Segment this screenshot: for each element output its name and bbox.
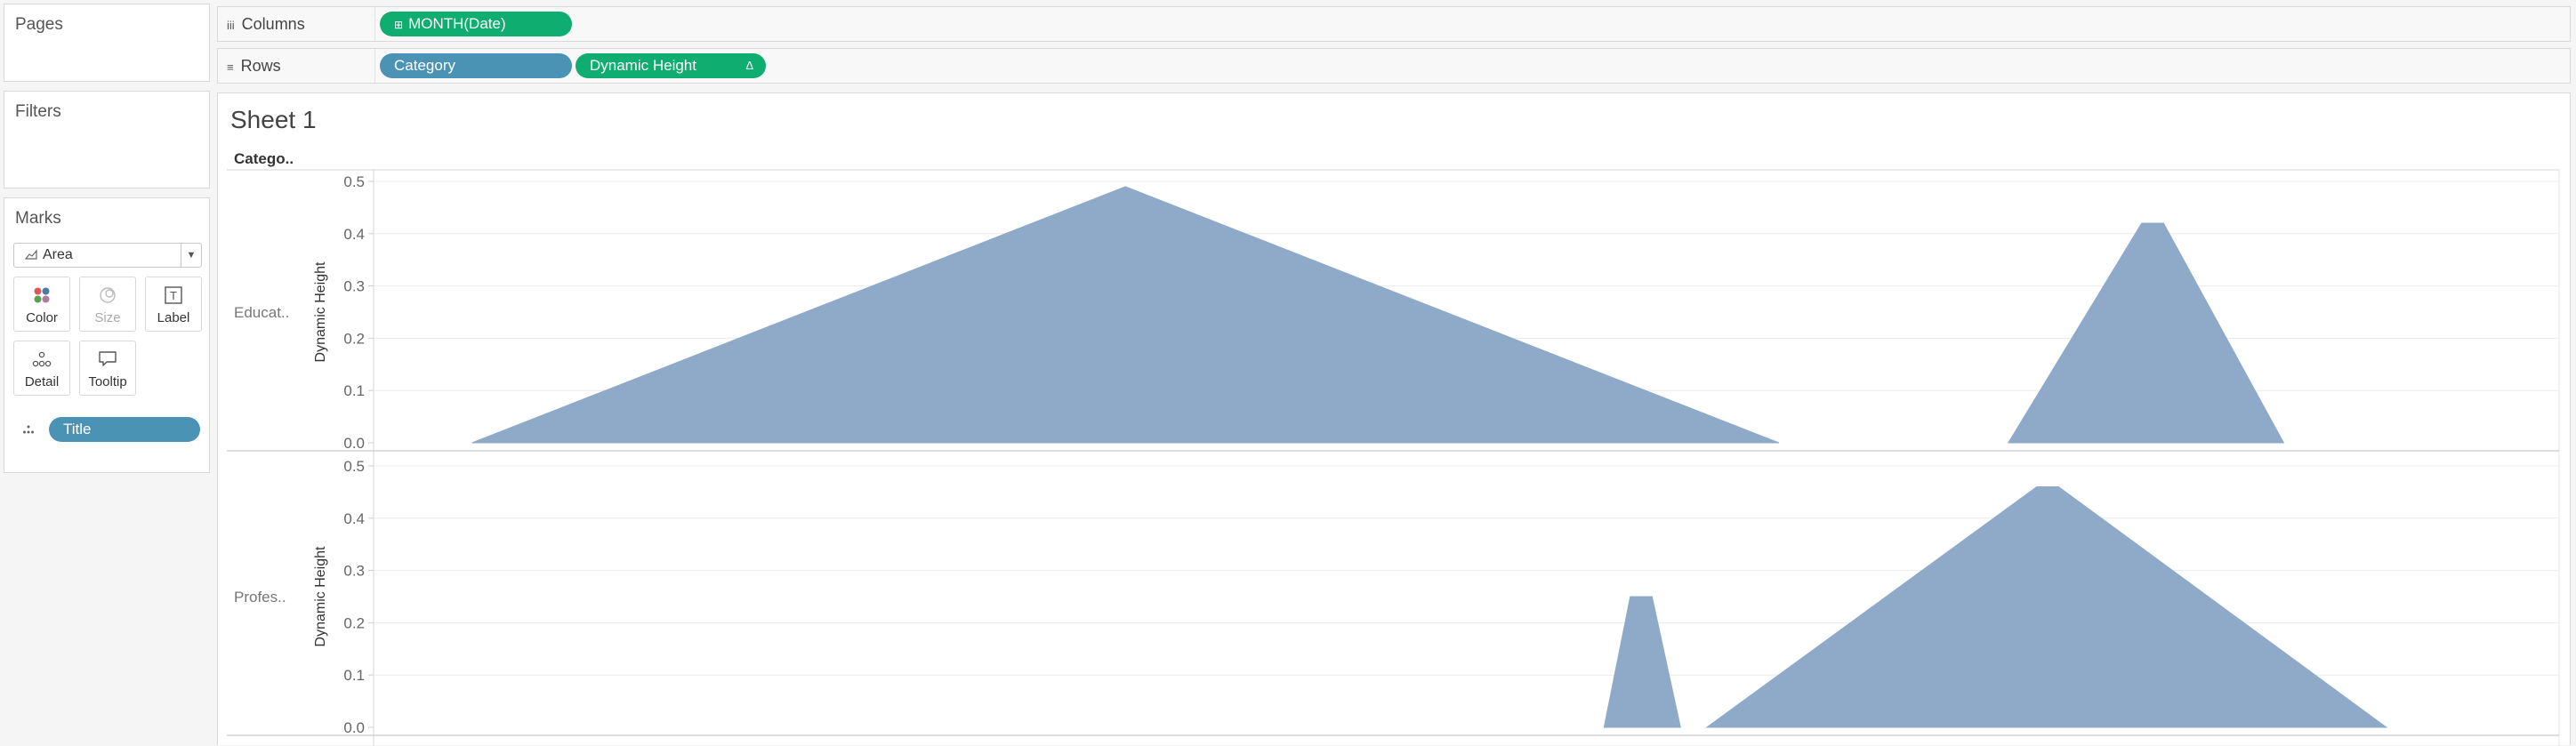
area-mark xyxy=(471,186,1780,444)
svg-text:T: T xyxy=(170,289,177,302)
y-tick-label: 0.3 xyxy=(343,563,365,580)
size-icon xyxy=(100,287,116,303)
rows-label-text: Rows xyxy=(240,57,281,75)
date-field-icon: ⊞ xyxy=(394,19,404,31)
columns-label-text: Columns xyxy=(241,15,305,33)
y-tick-label: 0.5 xyxy=(343,458,365,475)
marks-card: Marks Area ▼ Color Size T Label xyxy=(4,197,210,473)
color-dots-icon xyxy=(34,287,50,303)
label-icon: T xyxy=(165,286,182,304)
area-mark xyxy=(2007,222,2285,444)
mark-type-value: Area xyxy=(43,247,73,262)
columns-icon: iii xyxy=(227,19,235,32)
title-pill[interactable]: Title xyxy=(49,417,200,442)
dynamic-height-pill-label: Dynamic Height xyxy=(590,57,696,74)
y-tick-label: 0.3 xyxy=(343,278,365,295)
size-label: Size xyxy=(94,310,121,325)
y-tick-label: 0.0 xyxy=(343,719,365,736)
detail-button[interactable]: Detail xyxy=(13,341,70,396)
label-button[interactable]: T Label xyxy=(145,277,202,332)
y-tick-label: 0.4 xyxy=(343,226,365,243)
area-mark xyxy=(1603,596,1681,728)
month-date-pill-label: MONTH(Date) xyxy=(408,15,506,32)
columns-shelf-label: iii Columns xyxy=(227,15,305,34)
y-tick-label: 0.4 xyxy=(343,510,365,527)
tooltip-button[interactable]: Tooltip xyxy=(79,341,136,396)
shelf-divider xyxy=(374,7,375,41)
dynamic-height-pill[interactable]: Dynamic Height Δ xyxy=(576,53,766,78)
detail-icon xyxy=(32,351,52,367)
y-tick-label: 0.2 xyxy=(343,614,365,631)
detail-field-row: Title xyxy=(17,417,204,444)
pages-title: Pages xyxy=(15,15,63,34)
area-chart-icon xyxy=(24,248,37,262)
detail-icon xyxy=(22,424,35,437)
size-button: Size xyxy=(79,277,136,332)
color-button[interactable]: Color xyxy=(13,277,70,332)
label-label: Label xyxy=(157,310,190,325)
y-axis-title: Dynamic Height xyxy=(313,261,328,362)
chart-area[interactable]: Catego.. 0.0 0.1 0.2 0.3 0.4 0.5 Dynamic Height… xyxy=(218,93,2572,746)
rows-shelf[interactable]: ≡ Rows Category Dynamic Height Δ xyxy=(217,48,2571,84)
y-tick-label: 0.1 xyxy=(343,382,365,399)
filters-title: Filters xyxy=(15,102,61,121)
filters-card[interactable]: Filters xyxy=(4,91,210,189)
worksheet-view[interactable]: Sheet 1 Catego.. 0.0 0.1 0.2 0.3 0.4 0.5 Dynami… xyxy=(217,92,2572,746)
y-tick-label: 0.2 xyxy=(343,330,365,347)
column-header: Catego.. xyxy=(234,150,294,167)
mark-type-dropdown[interactable]: Area ▼ xyxy=(13,243,202,268)
chevron-down-icon[interactable]: ▼ xyxy=(181,244,201,267)
row-header-label: Educat.. xyxy=(234,304,289,321)
row-header-label: Profes.. xyxy=(234,589,286,606)
color-label: Color xyxy=(26,310,58,325)
delta-icon: Δ xyxy=(745,59,753,72)
tooltip-label: Tooltip xyxy=(88,374,127,389)
y-tick-label: 0.5 xyxy=(343,173,365,190)
marks-title: Marks xyxy=(15,209,61,228)
y-tick-label: 0.1 xyxy=(343,667,365,684)
columns-shelf[interactable]: iii Columns ⊞ MONTH(Date) xyxy=(217,6,2571,42)
y-axis-title: Dynamic Height xyxy=(313,546,328,646)
shelf-divider xyxy=(374,49,375,83)
tooltip-icon xyxy=(99,351,117,366)
rows-icon: ≡ xyxy=(227,60,234,74)
detail-label: Detail xyxy=(24,374,60,389)
sheet-title: Sheet 1 xyxy=(230,106,317,133)
rows-shelf-label: ≡ Rows xyxy=(227,57,281,76)
pages-card[interactable]: Pages xyxy=(4,4,210,82)
area-mark xyxy=(1705,486,2388,728)
category-pill[interactable]: Category xyxy=(380,53,572,78)
month-date-pill[interactable]: ⊞ MONTH(Date) xyxy=(380,12,572,36)
y-tick-label: 0.0 xyxy=(343,435,365,452)
